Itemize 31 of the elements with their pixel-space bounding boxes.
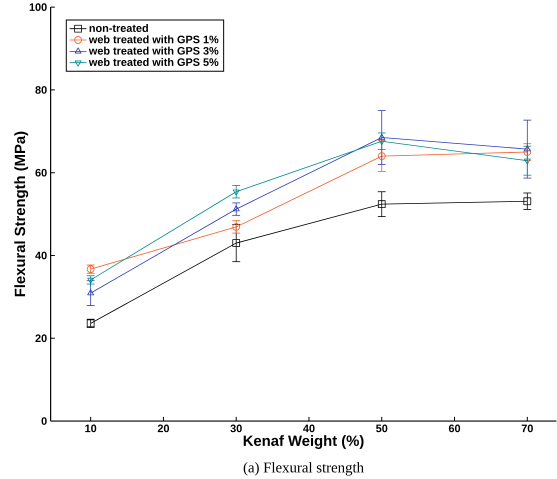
x-tick-label: 60: [448, 424, 460, 432]
point: [378, 200, 386, 208]
x-tick-label: 10: [85, 424, 96, 432]
x-tick-label: 20: [158, 424, 170, 432]
point: [378, 152, 386, 160]
point: [378, 139, 386, 146]
point: [232, 223, 240, 231]
y-axis-title: Flexural Strength (MPa): [14, 132, 28, 296]
x-tick-label: 70: [522, 424, 533, 432]
y-tick-label: 20: [35, 334, 47, 342]
point: [232, 190, 240, 196]
y-tick-label: 100: [30, 3, 47, 12]
legend-label: web treated with GPS 5%: [88, 58, 218, 66]
point: [232, 205, 240, 212]
x-tick-label: 50: [376, 424, 388, 432]
y-tick-label: 80: [35, 86, 47, 94]
x-axis-title: Kenaf Weight (%): [244, 435, 364, 450]
y-tick-label: 0: [42, 417, 47, 425]
point: [87, 289, 94, 296]
y-tick-label: 40: [35, 252, 47, 260]
legend-label: web treated with GPS 3%: [88, 46, 218, 55]
text: (a) Flexural strength: [244, 462, 364, 476]
point: [232, 239, 240, 247]
legend-label: web treated with GPS 1%: [88, 35, 218, 44]
point: [523, 148, 532, 156]
x-tick-label: 30: [230, 424, 242, 432]
point: [523, 197, 532, 206]
legend-label: non-treated: [90, 24, 148, 32]
y-tick-label: 60: [35, 168, 47, 177]
x-tick-label: 40: [303, 424, 315, 432]
point: [524, 158, 531, 165]
